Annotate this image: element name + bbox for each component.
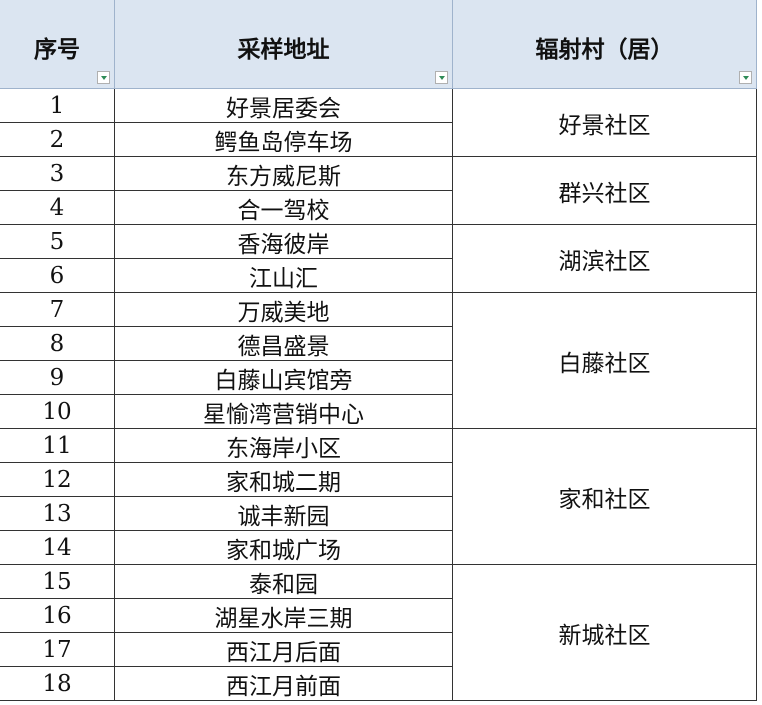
row-number: 1 xyxy=(0,89,115,123)
sample-address: 东方威尼斯 xyxy=(115,157,453,191)
sample-address: 好景居委会 xyxy=(115,89,453,123)
community-name: 群兴社区 xyxy=(453,157,757,225)
header-cell: 采样地址 xyxy=(115,0,453,89)
community-name: 好景社区 xyxy=(453,89,757,157)
sample-address: 白藤山宾馆旁 xyxy=(115,361,453,395)
row-number: 11 xyxy=(0,429,115,463)
row-number: 18 xyxy=(0,667,115,701)
row-number: 15 xyxy=(0,565,115,599)
filter-dropdown[interactable] xyxy=(435,71,448,84)
filter-dropdown[interactable] xyxy=(739,71,752,84)
sample-address: 家和城二期 xyxy=(115,463,453,497)
row-number: 6 xyxy=(0,259,115,293)
row-number: 4 xyxy=(0,191,115,225)
row-number: 13 xyxy=(0,497,115,531)
sample-address: 湖星水岸三期 xyxy=(115,599,453,633)
row-number: 7 xyxy=(0,293,115,327)
row-number: 17 xyxy=(0,633,115,667)
row-number: 2 xyxy=(0,123,115,157)
sample-address: 东海岸小区 xyxy=(115,429,453,463)
filter-dropdown[interactable] xyxy=(97,71,110,84)
sample-address: 西江月前面 xyxy=(115,667,453,701)
sample-address: 星愉湾营销中心 xyxy=(115,395,453,429)
row-number: 12 xyxy=(0,463,115,497)
sample-address: 德昌盛景 xyxy=(115,327,453,361)
row-number: 9 xyxy=(0,361,115,395)
community-name: 家和社区 xyxy=(453,429,757,565)
header-cell: 辐射村（居） xyxy=(453,0,757,89)
community-name: 白藤社区 xyxy=(453,293,757,429)
sample-address: 西江月后面 xyxy=(115,633,453,667)
sample-address: 万威美地 xyxy=(115,293,453,327)
sample-address: 诚丰新园 xyxy=(115,497,453,531)
community-name: 湖滨社区 xyxy=(453,225,757,293)
row-number: 5 xyxy=(0,225,115,259)
row-number: 8 xyxy=(0,327,115,361)
sample-address: 江山汇 xyxy=(115,259,453,293)
sample-address: 香海彼岸 xyxy=(115,225,453,259)
sample-address: 合一驾校 xyxy=(115,191,453,225)
row-number: 10 xyxy=(0,395,115,429)
sample-address: 家和城广场 xyxy=(115,531,453,565)
header-cell: 序号 xyxy=(0,0,115,89)
row-number: 3 xyxy=(0,157,115,191)
community-name: 新城社区 xyxy=(453,565,757,701)
sample-address: 鳄鱼岛停车场 xyxy=(115,123,453,157)
row-number: 14 xyxy=(0,531,115,565)
sample-address: 泰和园 xyxy=(115,565,453,599)
row-number: 16 xyxy=(0,599,115,633)
